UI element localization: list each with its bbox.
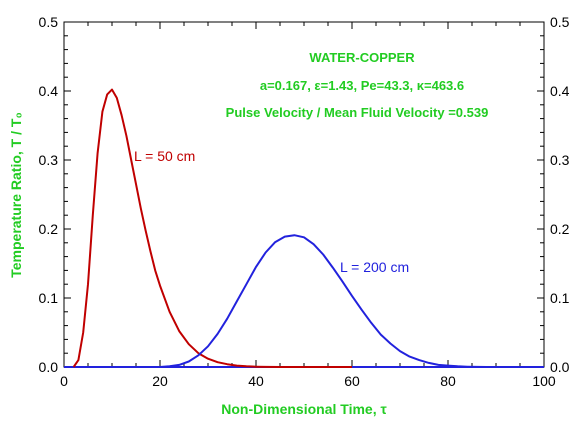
x-tick-label: 20 bbox=[152, 373, 168, 389]
y-axis-title: Temperature Ratio, T / T₀ bbox=[8, 112, 24, 278]
x-tick-label: 80 bbox=[440, 373, 456, 389]
series-label-l200: L = 200 cm bbox=[340, 259, 409, 275]
y-tick-label-left: 0.4 bbox=[39, 83, 59, 99]
x-tick-label: 0 bbox=[60, 373, 68, 389]
y-ticks-left: 0.0 0.1 0.2 0.3 0.4 0.5 bbox=[39, 14, 71, 375]
x-tick-label: 100 bbox=[532, 373, 556, 389]
x-ticks: 0 20 40 60 80 100 bbox=[60, 22, 556, 389]
y-tick-label-right: 0.5 bbox=[550, 14, 570, 30]
annotation-params: a=0.167, ε=1.43, Pe=43.3, κ=463.6 bbox=[260, 78, 464, 93]
x-tick-label: 60 bbox=[344, 373, 360, 389]
y-tick-label-left: 0.5 bbox=[39, 14, 59, 30]
plot-frame bbox=[63, 21, 545, 368]
y-ticks-right: 0.0 0.1 0.2 0.3 0.4 0.5 bbox=[537, 14, 570, 375]
series-line-l50 bbox=[72, 88, 352, 368]
y-tick-label-left: 0.3 bbox=[39, 152, 59, 168]
y-tick-label-left: 0.0 bbox=[39, 359, 59, 375]
y-tick-label-right: 0.4 bbox=[550, 83, 570, 99]
annotation-title: WATER-COPPER bbox=[309, 50, 415, 65]
y-tick-label-right: 0.2 bbox=[550, 221, 570, 237]
y-tick-label-right: 0.1 bbox=[550, 290, 570, 306]
series-label-l50: L = 50 cm bbox=[134, 148, 195, 164]
series-line-l200 bbox=[159, 234, 487, 368]
y-tick-label-left: 0.2 bbox=[39, 221, 59, 237]
annotation-velocity-ratio: Pulse Velocity / Mean Fluid Velocity =0.… bbox=[226, 105, 489, 120]
y-tick-label-left: 0.1 bbox=[39, 290, 59, 306]
y-tick-label-right: 0.0 bbox=[550, 359, 570, 375]
y-tick-label-right: 0.3 bbox=[550, 152, 570, 168]
x-tick-label: 40 bbox=[248, 373, 264, 389]
series-layer bbox=[64, 88, 544, 368]
x-axis-title: Non-Dimensional Time, τ bbox=[221, 401, 387, 417]
